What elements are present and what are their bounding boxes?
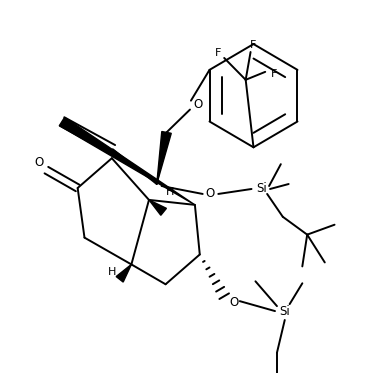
- Text: O: O: [34, 156, 43, 169]
- Text: H: H: [166, 187, 175, 197]
- Text: F: F: [250, 40, 256, 50]
- Polygon shape: [157, 132, 171, 184]
- Text: H: H: [108, 267, 116, 278]
- Polygon shape: [59, 117, 195, 205]
- Text: O: O: [193, 98, 203, 111]
- Text: O: O: [206, 187, 215, 200]
- Text: F: F: [271, 69, 277, 79]
- Polygon shape: [149, 200, 166, 215]
- Polygon shape: [116, 264, 131, 282]
- Text: O: O: [230, 295, 239, 309]
- Text: F: F: [215, 48, 222, 58]
- Text: Si: Si: [279, 304, 290, 318]
- Text: Si: Si: [256, 183, 267, 196]
